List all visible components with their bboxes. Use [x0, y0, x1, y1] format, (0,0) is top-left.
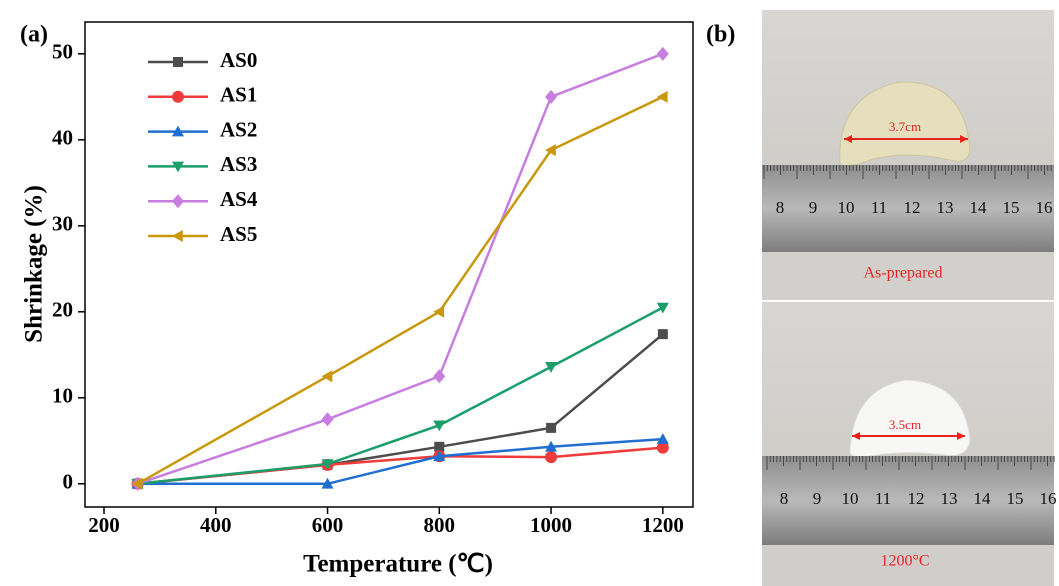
- photo-top: [762, 10, 1054, 300]
- legend-marker: [172, 125, 184, 137]
- photo-caption: 1200°C: [880, 553, 929, 570]
- legend-marker: [172, 90, 184, 103]
- marker: [656, 90, 668, 103]
- y-tick-label: 50: [52, 40, 73, 64]
- y-axis-label: Shrinkage (%): [21, 185, 48, 343]
- ruler-number: 9: [809, 198, 818, 217]
- y-tick-label: 10: [52, 384, 73, 408]
- y-tick-label: 40: [52, 126, 73, 150]
- x-axis-label: Temperature (℃): [303, 551, 493, 578]
- ruler-number: 11: [875, 489, 891, 508]
- series-line: [136, 95, 664, 485]
- marker: [434, 441, 445, 452]
- legend-label: AS3: [220, 152, 257, 176]
- x-tick-label: 1000: [530, 513, 572, 537]
- marker: [433, 420, 446, 432]
- marker: [433, 305, 445, 318]
- legend-label: AS2: [220, 117, 257, 141]
- marker: [656, 441, 669, 454]
- marker: [656, 46, 669, 61]
- x-tick-label: 1200: [642, 513, 684, 537]
- ruler-number: 12: [904, 198, 921, 217]
- marker: [545, 89, 558, 104]
- plot-frame: [84, 21, 694, 508]
- x-tick-label: 600: [312, 513, 344, 537]
- marker: [433, 450, 446, 462]
- ruler-number: 15: [1007, 489, 1024, 508]
- x-tick-label: 800: [424, 513, 456, 537]
- ruler-number: 11: [871, 198, 887, 217]
- marker: [321, 459, 334, 471]
- legend-label: AS0: [220, 48, 257, 72]
- photo-bottom: [762, 302, 1054, 586]
- panel-label: (b): [706, 22, 735, 48]
- ruler-number: 15: [1003, 198, 1020, 217]
- ruler-number: 9: [813, 489, 822, 508]
- marker: [545, 451, 558, 464]
- marker: [656, 302, 669, 314]
- marker: [433, 369, 446, 384]
- ruler-number: 14: [970, 198, 988, 217]
- marker: [546, 422, 557, 433]
- ruler-number: 16: [1036, 198, 1053, 217]
- x-tick-label: 200: [88, 513, 120, 537]
- ruler-number: 12: [908, 489, 925, 508]
- legend-label: AS4: [220, 187, 258, 211]
- ruler-number: 13: [941, 489, 958, 508]
- legend-marker: [172, 194, 184, 209]
- ruler-number: 10: [838, 198, 855, 217]
- ruler-number: 8: [780, 489, 789, 508]
- y-tick-label: 30: [52, 212, 73, 236]
- x-tick-label: 400: [200, 513, 232, 537]
- legend-marker: [172, 230, 183, 242]
- marker: [321, 477, 334, 489]
- legend-marker: [172, 161, 184, 173]
- ruler-number: 8: [776, 198, 785, 217]
- legend-label: AS1: [220, 83, 257, 107]
- legend-marker: [173, 57, 183, 67]
- marker: [656, 433, 669, 444]
- series-line: [137, 333, 664, 486]
- photo-caption: As-prepared: [863, 265, 942, 282]
- ruler-number: 16: [1040, 489, 1057, 508]
- ruler-number: 14: [974, 489, 992, 508]
- measure-label: 3.7cm: [889, 119, 921, 134]
- marker: [131, 477, 143, 490]
- ruler-number: 13: [937, 198, 954, 217]
- marker: [321, 412, 334, 427]
- measure-label: 3.5cm: [889, 417, 921, 432]
- marker: [657, 329, 668, 340]
- marker: [321, 370, 333, 383]
- marker: [545, 440, 558, 452]
- y-tick-label: 0: [63, 470, 74, 494]
- marker: [545, 144, 556, 157]
- panel-label: (a): [20, 22, 48, 48]
- ruler-number: 10: [842, 489, 859, 508]
- series-line: [137, 52, 664, 485]
- y-tick-label: 20: [52, 298, 73, 322]
- marker: [545, 362, 558, 373]
- legend-label: AS5: [220, 222, 257, 246]
